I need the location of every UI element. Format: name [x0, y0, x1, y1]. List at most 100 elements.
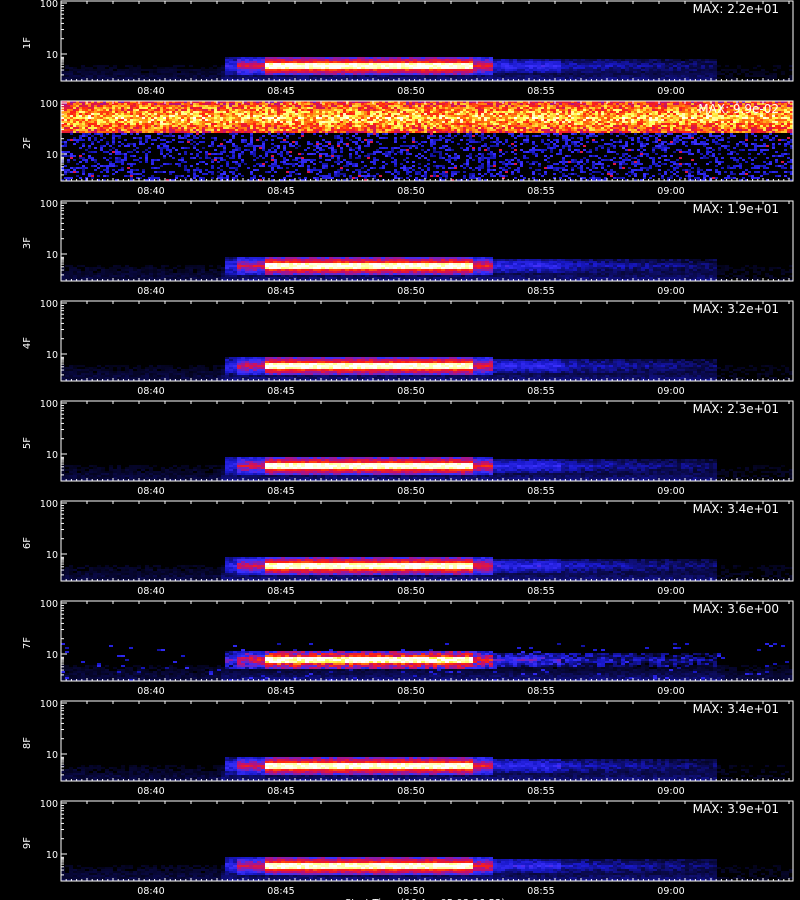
y-tick-label: 10 [46, 50, 58, 61]
x-tick-label: 08:55 [527, 286, 554, 297]
y-tick-label: 100 [40, 0, 58, 10]
y-tick-label: 100 [40, 599, 58, 610]
panel-label: 2F [22, 137, 33, 149]
y-tick-label: 100 [40, 499, 58, 510]
x-tick-label: 08:45 [267, 386, 294, 397]
panel-1f: 08:40 08:45 08:50 08:55 09:00 100 10 1F MAX: 2.2… [22, 0, 793, 97]
x-tick-label: 08:40 [137, 286, 164, 297]
x-tick-label: 08:45 [267, 86, 294, 97]
panel-label: 4F [22, 337, 33, 349]
max-label: MAX: 2.2e+01 [693, 2, 779, 16]
panel-5f: 08:40 08:45 08:50 08:55 09:00 100 10 5F MAX: 2.3… [22, 399, 793, 497]
max-label: MAX: 3.9e+01 [693, 802, 779, 816]
x-tick-label: 08:50 [397, 486, 424, 497]
heatmap-cells [61, 757, 789, 781]
max-label: MAX: 3.4e+01 [693, 502, 779, 516]
x-tick-label: 09:00 [657, 686, 684, 697]
x-tick-label: 08:45 [267, 886, 294, 897]
panel-2f: 08:40 08:45 08:50 08:55 09:00 100 10 2F MAX: 9.9… [22, 99, 793, 197]
panel-label: 9F [22, 837, 33, 849]
x-tick-label: 08:45 [267, 786, 294, 797]
x-tick-label: 08:40 [137, 386, 164, 397]
x-tick-label: 08:55 [527, 186, 554, 197]
max-label: MAX: 3.6e+00 [693, 602, 779, 616]
heatmap-cells [61, 257, 793, 281]
x-tick-label: 08:55 [527, 586, 554, 597]
x-tick-label: 08:50 [397, 386, 424, 397]
x-tick-label: 09:00 [657, 586, 684, 597]
x-tick-label: 09:00 [657, 286, 684, 297]
x-tick-label: 08:50 [397, 786, 424, 797]
x-tick-label: 08:50 [397, 586, 424, 597]
x-tick-label: 08:40 [137, 886, 164, 897]
y-tick-label: 10 [46, 450, 58, 461]
y-tick-label: 100 [40, 199, 58, 210]
x-tick-label: 09:00 [657, 886, 684, 897]
y-tick-label: 10 [46, 150, 58, 161]
x-tick-label: 08:40 [137, 86, 164, 97]
y-tick-label: 10 [46, 750, 58, 761]
panel-label: 5F [22, 437, 33, 449]
y-tick-label: 10 [46, 250, 58, 261]
y-tick-label: 10 [46, 850, 58, 861]
panel-label: 1F [22, 37, 33, 49]
y-tick-label: 10 [46, 650, 58, 661]
max-label: MAX: 2.3e+01 [693, 402, 779, 416]
x-tick-label: 08:45 [267, 586, 294, 597]
heatmap-cells [61, 557, 793, 581]
x-tick-label: 08:45 [267, 186, 294, 197]
max-label: MAX: 1.9e+01 [693, 202, 779, 216]
panel-4f: 08:40 08:45 08:50 08:55 09:00 100 10 4F MAX: 3.2… [22, 299, 793, 397]
panel-label: 7F [22, 637, 33, 649]
panel-6f: 08:40 08:45 08:50 08:55 09:00 100 10 6F MAX: 3.4… [22, 499, 793, 597]
x-tick-label: 09:00 [657, 486, 684, 497]
y-tick-label: 100 [40, 799, 58, 810]
max-label: MAX: 3.4e+01 [693, 702, 779, 716]
x-tick-label: 08:40 [137, 686, 164, 697]
x-tick-label: 08:40 [137, 586, 164, 597]
panel-8f: 08:40 08:45 08:50 08:55 09:00 100 10 8F MAX: 3.4… [22, 699, 793, 797]
panel-label: 8F [22, 737, 33, 749]
heatmap-cells [61, 57, 793, 81]
x-tick-label: 08:40 [137, 486, 164, 497]
x-tick-label: 09:00 [657, 86, 684, 97]
x-tick-label: 08:50 [397, 686, 424, 697]
y-tick-label: 100 [40, 299, 58, 310]
x-tick-label: 09:00 [657, 386, 684, 397]
x-tick-label: 09:00 [657, 786, 684, 797]
x-tick-label: 08:50 [397, 886, 424, 897]
y-tick-label: 10 [46, 350, 58, 361]
x-tick-label: 08:40 [137, 786, 164, 797]
x-tick-label: 08:50 [397, 286, 424, 297]
x-tick-label: 08:40 [137, 186, 164, 197]
x-tick-label: 08:55 [527, 686, 554, 697]
panel-3f: 08:40 08:45 08:50 08:55 09:00 100 10 3F MAX: 1.9… [22, 199, 793, 297]
heatmap-cells [61, 101, 793, 181]
panel-label: 3F [22, 237, 33, 249]
max-label: MAX: 3.2e+01 [693, 302, 779, 316]
y-tick-label: 100 [40, 699, 58, 710]
heatmap-cells [61, 857, 793, 881]
x-tick-label: 08:50 [397, 186, 424, 197]
x-tick-label: 08:55 [527, 786, 554, 797]
x-tick-label: 08:55 [527, 886, 554, 897]
panel-label: 6F [22, 537, 33, 549]
x-tick-label: 09:00 [657, 186, 684, 197]
y-tick-label: 100 [40, 399, 58, 410]
heatmap-cells [61, 643, 793, 681]
x-tick-label: 08:55 [527, 486, 554, 497]
heatmap-cells [61, 357, 793, 381]
x-tick-label: 08:55 [527, 386, 554, 397]
panel-9f: 08:40 08:45 08:50 08:55 09:00 100 10 9F MAX: 3.9… [22, 799, 793, 897]
y-tick-label: 100 [40, 99, 58, 110]
panel-7f: 08:40 08:45 08:50 08:55 09:00 100 10 7F MAX: 3.6… [22, 599, 793, 697]
heatmap-cells [61, 457, 793, 481]
x-tick-label: 08:50 [397, 86, 424, 97]
x-tick-label: 08:55 [527, 86, 554, 97]
x-tick-label: 08:45 [267, 686, 294, 697]
max-label: MAX: 9.9e-02 [698, 102, 779, 116]
x-tick-label: 08:45 [267, 286, 294, 297]
y-tick-label: 10 [46, 550, 58, 561]
x-tick-label: 08:45 [267, 486, 294, 497]
